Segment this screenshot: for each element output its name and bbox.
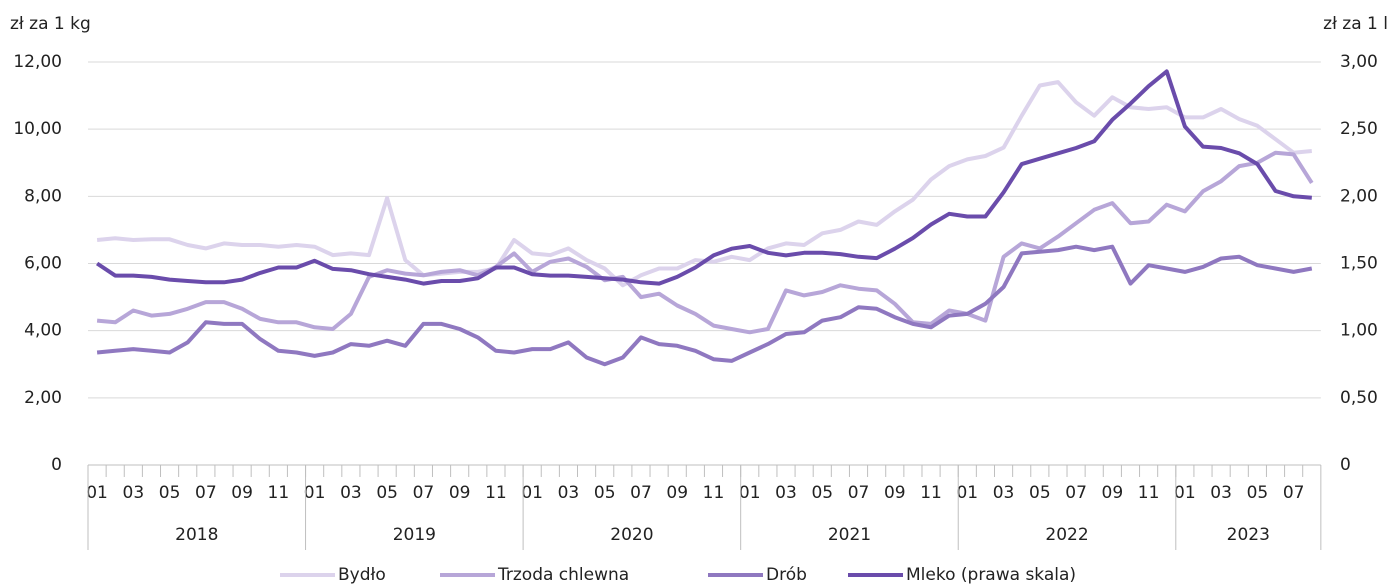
year-label: 2019 (393, 525, 436, 545)
x-tick-label: 01 (521, 483, 543, 503)
x-tick-label: 03 (993, 483, 1015, 503)
year-label: 2022 (1045, 525, 1088, 545)
x-tick-label: 09 (1102, 483, 1124, 503)
x-tick-label: 03 (775, 483, 797, 503)
y-tick-label: 0 (51, 455, 62, 475)
y2-tick-label: 1,00 (1340, 321, 1378, 341)
year-label: 2021 (828, 525, 871, 545)
y-axis-label: zł za 1 kg (10, 14, 91, 34)
x-tick-label: 11 (920, 483, 942, 503)
x-tick-label: 03 (1210, 483, 1232, 503)
y-tick-label: 6,00 (24, 254, 62, 274)
x-tick-label: 09 (666, 483, 688, 503)
x-tick-label: 01 (304, 483, 326, 503)
x-tick-label: 11 (703, 483, 725, 503)
x-tick-label: 01 (1174, 483, 1196, 503)
x-tick-label: 07 (1065, 483, 1087, 503)
x-tick-label: 03 (123, 483, 145, 503)
legend-label: Trzoda chlewna (497, 565, 629, 585)
x-tick-label: 05 (1247, 483, 1269, 503)
y-tick-label: 8,00 (24, 186, 62, 206)
x-tick-label: 07 (195, 483, 217, 503)
legend-label: Bydło (338, 565, 386, 585)
x-tick-label: 01 (739, 483, 761, 503)
series-line (95, 69, 1312, 286)
x-tick-label: 01 (86, 483, 108, 503)
series-line (96, 150, 1314, 335)
x-tick-label: 07 (630, 483, 652, 503)
y2-tick-label: 2,00 (1340, 186, 1378, 206)
x-tick-label: 01 (956, 483, 978, 503)
x-tick-label: 07 (1283, 483, 1305, 503)
x-tick-label: 05 (1029, 483, 1051, 503)
x-tick-label: 05 (376, 483, 398, 503)
x-tick-label: 09 (231, 483, 253, 503)
x-tick-label: 07 (413, 483, 435, 503)
x-tick-label: 05 (159, 483, 181, 503)
x-tick-label: 09 (884, 483, 906, 503)
x-tick-label: 03 (558, 483, 580, 503)
year-label: 2020 (610, 525, 653, 545)
y-tick-label: 4,00 (24, 321, 62, 341)
x-tick-label: 07 (848, 483, 870, 503)
year-label: 2023 (1227, 525, 1270, 545)
legend-label: Drób (766, 565, 807, 585)
x-tick-label: 05 (811, 483, 833, 503)
series-line (96, 244, 1313, 367)
y2-tick-label: 1,50 (1340, 254, 1378, 274)
y2-tick-label: 0,50 (1340, 388, 1378, 408)
x-tick-label: 09 (449, 483, 471, 503)
y-tick-label: 10,00 (13, 119, 62, 139)
year-label: 2018 (175, 525, 218, 545)
y2-axis-label: zł za 1 l (1323, 14, 1388, 34)
y2-tick-label: 0 (1340, 455, 1351, 475)
y-tick-label: 12,00 (13, 52, 62, 72)
x-tick-label: 11 (485, 483, 507, 503)
y2-tick-label: 2,50 (1340, 119, 1378, 139)
y2-tick-label: 3,00 (1340, 52, 1378, 72)
x-tick-label: 11 (1138, 483, 1160, 503)
x-tick-label: 11 (268, 483, 290, 503)
series-line (96, 80, 1312, 288)
x-tick-label: 05 (594, 483, 616, 503)
x-tick-label: 03 (340, 483, 362, 503)
y-tick-label: 2,00 (24, 388, 62, 408)
legend-label: Mleko (prawa skala) (906, 565, 1076, 585)
